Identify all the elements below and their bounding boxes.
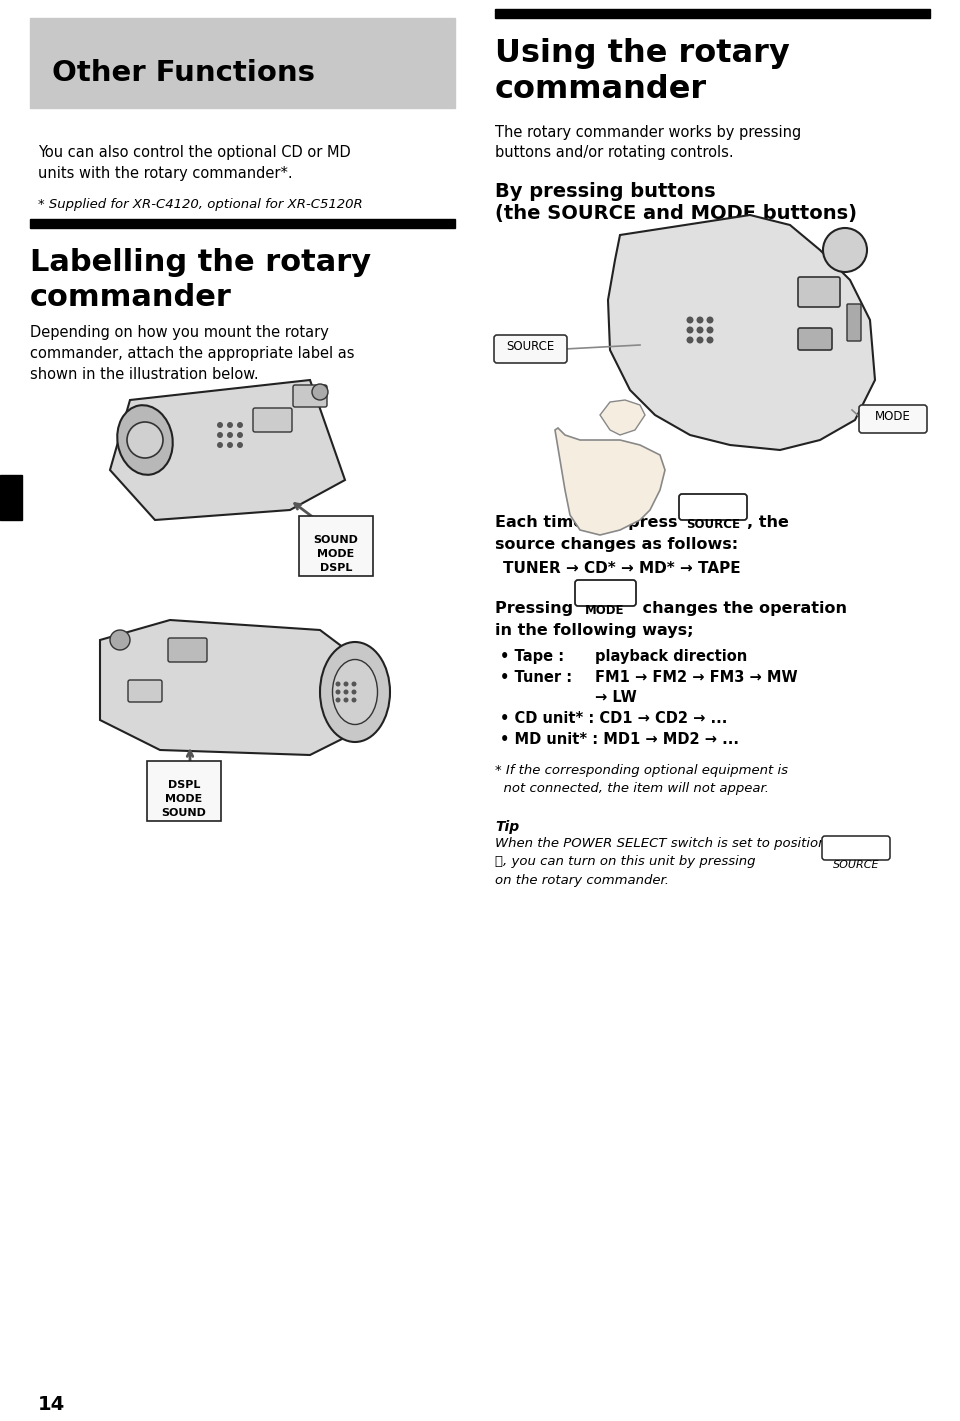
Circle shape bbox=[344, 698, 348, 702]
Circle shape bbox=[110, 630, 130, 649]
Text: not connected, the item will not appear.: not connected, the item will not appear. bbox=[495, 782, 769, 794]
Text: DSPL: DSPL bbox=[320, 563, 352, 573]
Circle shape bbox=[697, 337, 704, 344]
Text: When the POWER SELECT switch is set to position: When the POWER SELECT switch is set to p… bbox=[495, 837, 827, 850]
FancyBboxPatch shape bbox=[798, 277, 840, 307]
Text: Depending on how you mount the rotary
commander, attach the appropriate label as: Depending on how you mount the rotary co… bbox=[30, 325, 354, 382]
Circle shape bbox=[127, 422, 163, 458]
Text: , the: , the bbox=[747, 514, 789, 530]
FancyBboxPatch shape bbox=[253, 408, 292, 432]
FancyBboxPatch shape bbox=[299, 516, 373, 576]
Polygon shape bbox=[600, 399, 645, 435]
Circle shape bbox=[237, 432, 243, 438]
Circle shape bbox=[335, 689, 341, 695]
FancyBboxPatch shape bbox=[822, 836, 890, 860]
Circle shape bbox=[686, 337, 693, 344]
Text: MODE: MODE bbox=[318, 549, 354, 558]
Bar bbox=[30, 18, 455, 108]
Text: playback direction: playback direction bbox=[595, 649, 747, 664]
Text: The rotary commander works by pressing
buttons and/or rotating controls.: The rotary commander works by pressing b… bbox=[495, 125, 802, 159]
Circle shape bbox=[335, 698, 341, 702]
Text: changes the operation: changes the operation bbox=[637, 601, 847, 615]
FancyBboxPatch shape bbox=[168, 638, 207, 662]
Circle shape bbox=[217, 422, 223, 428]
Text: on the rotary commander.: on the rotary commander. bbox=[495, 874, 669, 887]
Text: SOURCE: SOURCE bbox=[506, 341, 554, 354]
Text: (the SOURCE and MODE buttons): (the SOURCE and MODE buttons) bbox=[495, 205, 857, 223]
Circle shape bbox=[344, 682, 348, 686]
Text: in the following ways;: in the following ways; bbox=[495, 622, 693, 638]
Text: ⓑ, you can turn on this unit by pressing: ⓑ, you can turn on this unit by pressing bbox=[495, 855, 759, 868]
FancyBboxPatch shape bbox=[798, 328, 832, 350]
FancyBboxPatch shape bbox=[679, 495, 747, 520]
Text: Using the rotary
commander: Using the rotary commander bbox=[495, 38, 790, 105]
Text: SOUND: SOUND bbox=[161, 809, 206, 818]
Text: • MD unit* : MD1 → MD2 → ...: • MD unit* : MD1 → MD2 → ... bbox=[500, 732, 739, 747]
FancyBboxPatch shape bbox=[859, 405, 927, 433]
Text: → LW: → LW bbox=[595, 691, 636, 705]
Bar bbox=[495, 9, 930, 18]
Circle shape bbox=[227, 442, 233, 448]
FancyBboxPatch shape bbox=[128, 681, 162, 702]
Circle shape bbox=[335, 682, 341, 686]
FancyBboxPatch shape bbox=[847, 304, 861, 341]
FancyBboxPatch shape bbox=[575, 580, 636, 605]
Text: You can also control the optional CD or MD
units with the rotary commander*.: You can also control the optional CD or … bbox=[38, 145, 350, 180]
Bar bbox=[30, 219, 455, 227]
Text: TUNER → CD* → MD* → TAPE: TUNER → CD* → MD* → TAPE bbox=[503, 561, 740, 576]
FancyBboxPatch shape bbox=[147, 762, 221, 821]
Text: * Supplied for XR-C4120, optional for XR-C5120R: * Supplied for XR-C4120, optional for XR… bbox=[38, 198, 363, 210]
Circle shape bbox=[351, 698, 356, 702]
Circle shape bbox=[217, 442, 223, 448]
Polygon shape bbox=[608, 215, 875, 450]
Circle shape bbox=[707, 337, 713, 344]
Text: Other Functions: Other Functions bbox=[52, 60, 315, 87]
Circle shape bbox=[697, 327, 704, 334]
Text: • Tuner :: • Tuner : bbox=[500, 669, 572, 685]
FancyBboxPatch shape bbox=[494, 335, 567, 362]
Text: DSPL: DSPL bbox=[168, 780, 201, 790]
Circle shape bbox=[707, 317, 713, 324]
FancyBboxPatch shape bbox=[293, 385, 327, 406]
Text: SOURCE: SOURCE bbox=[832, 860, 879, 870]
Circle shape bbox=[351, 689, 356, 695]
Circle shape bbox=[823, 227, 867, 271]
Circle shape bbox=[686, 327, 693, 334]
Text: source changes as follows:: source changes as follows: bbox=[495, 537, 738, 551]
Text: MODE: MODE bbox=[876, 411, 911, 423]
Circle shape bbox=[697, 317, 704, 324]
Text: SOURCE: SOURCE bbox=[686, 519, 740, 531]
Text: Pressing: Pressing bbox=[495, 601, 579, 615]
Text: 14: 14 bbox=[38, 1395, 65, 1414]
Text: FM1 → FM2 → FM3 → MW: FM1 → FM2 → FM3 → MW bbox=[595, 669, 798, 685]
Circle shape bbox=[237, 442, 243, 448]
Text: Tip: Tip bbox=[495, 820, 519, 834]
Text: * If the corresponding optional equipment is: * If the corresponding optional equipmen… bbox=[495, 764, 788, 777]
Circle shape bbox=[237, 422, 243, 428]
Circle shape bbox=[227, 422, 233, 428]
Text: Labelling the rotary
commander: Labelling the rotary commander bbox=[30, 249, 372, 311]
Circle shape bbox=[227, 432, 233, 438]
Circle shape bbox=[707, 327, 713, 334]
Text: Each time you press: Each time you press bbox=[495, 514, 684, 530]
Circle shape bbox=[351, 682, 356, 686]
Polygon shape bbox=[100, 620, 360, 755]
Circle shape bbox=[217, 432, 223, 438]
Text: By pressing buttons: By pressing buttons bbox=[495, 182, 715, 200]
Circle shape bbox=[312, 384, 328, 399]
Ellipse shape bbox=[320, 642, 390, 742]
Polygon shape bbox=[555, 428, 665, 534]
Text: SOUND: SOUND bbox=[314, 534, 358, 546]
Text: MODE: MODE bbox=[586, 604, 625, 618]
Text: • Tape :: • Tape : bbox=[500, 649, 564, 664]
Text: MODE: MODE bbox=[165, 794, 203, 804]
Circle shape bbox=[686, 317, 693, 324]
Bar bbox=[0, 475, 22, 520]
Ellipse shape bbox=[117, 405, 173, 475]
Circle shape bbox=[344, 689, 348, 695]
Ellipse shape bbox=[332, 659, 377, 725]
Text: • CD unit* : CD1 → CD2 → ...: • CD unit* : CD1 → CD2 → ... bbox=[500, 710, 728, 726]
Polygon shape bbox=[110, 379, 345, 520]
